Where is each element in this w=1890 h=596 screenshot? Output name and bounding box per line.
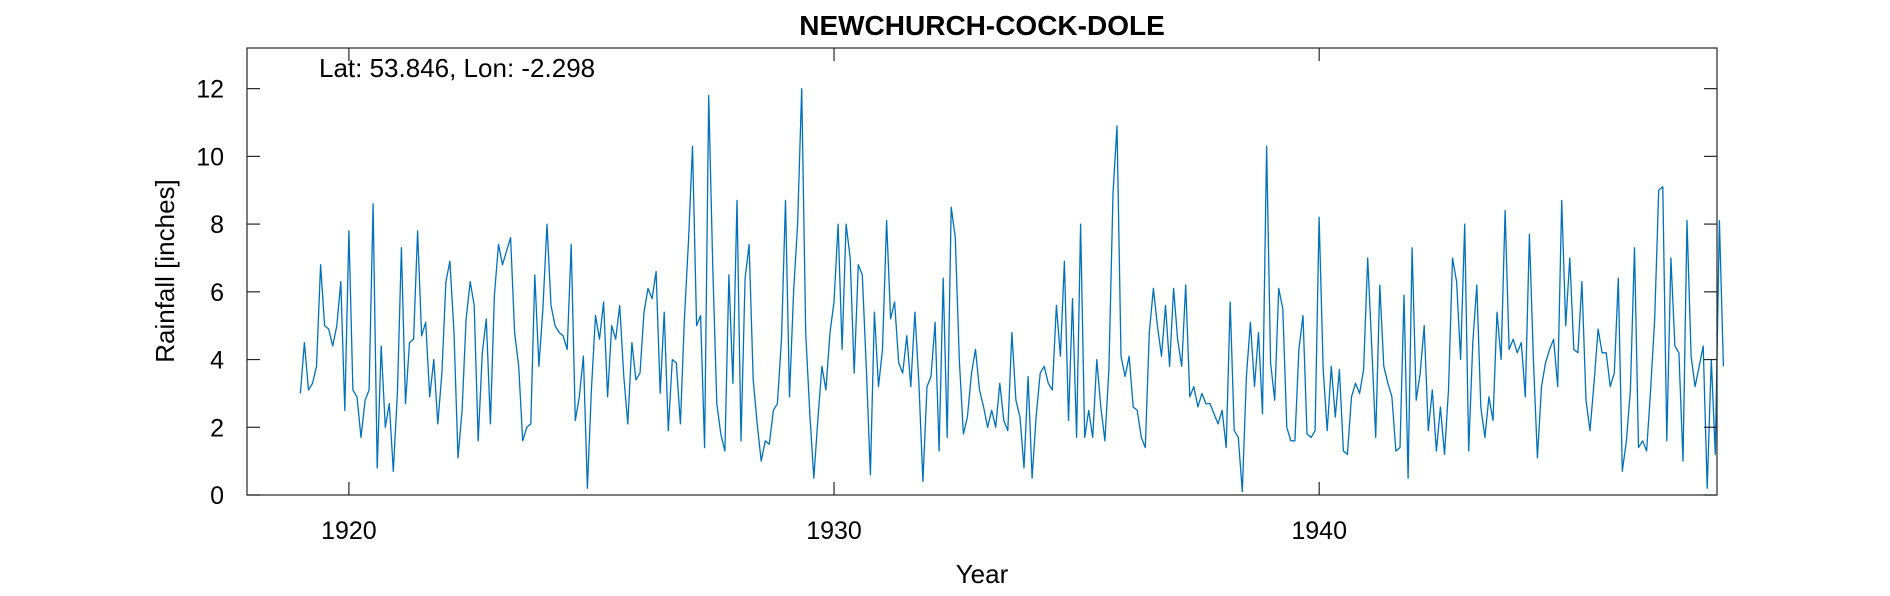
y-tick-label: 0 [210, 482, 224, 510]
chart-title: NEWCHURCH-COCK-DOLE [799, 10, 1165, 41]
y-axis-label: Rainfall [inches] [150, 179, 180, 363]
series-layer [299, 87, 1725, 493]
tick-layer: 1920 1930 1940 0 2 4 6 8 10 12 [196, 48, 1717, 545]
y-tick-label: 10 [196, 143, 224, 171]
x-tick-label: 1940 [1291, 517, 1347, 545]
x-tick-label: 1930 [806, 517, 862, 545]
y-tick-label: 6 [210, 279, 224, 307]
plot-frame [246, 47, 1718, 496]
y-tick-label: 8 [210, 211, 224, 239]
x-axis-label: Year [956, 559, 1009, 589]
y-tick-label: 4 [210, 347, 224, 375]
plot-area [247, 48, 1717, 495]
y-tick-label: 2 [210, 414, 224, 442]
y-tick-label: 12 [196, 76, 224, 104]
x-tick-label: 1920 [321, 517, 377, 545]
rainfall-series-line [299, 87, 1725, 493]
location-annotation: Lat: 53.846, Lon: -2.298 [319, 53, 595, 83]
